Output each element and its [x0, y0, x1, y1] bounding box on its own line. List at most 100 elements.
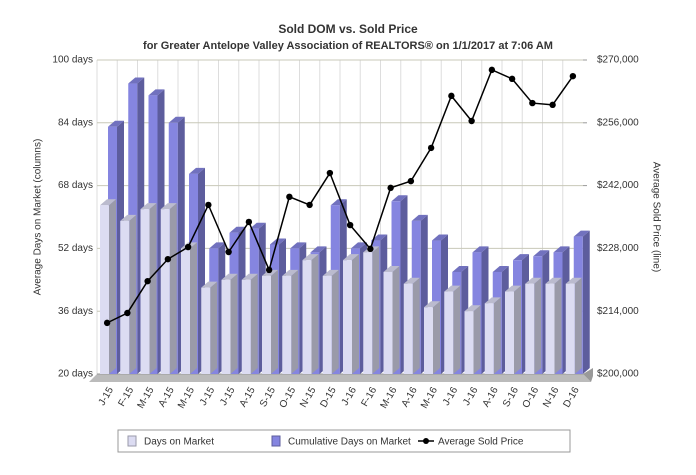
x-tick-label: F-15: [116, 385, 136, 409]
x-tick-label: M-15: [176, 385, 197, 411]
x-tick-label: J-16: [340, 385, 359, 408]
bar-top: [545, 277, 562, 284]
bar: [201, 287, 211, 374]
x-tick-label: F-16: [359, 385, 379, 409]
bar-top: [282, 269, 299, 276]
bar-top: [391, 195, 408, 202]
bar-side: [392, 265, 400, 374]
bar-top: [525, 277, 542, 284]
bar-side: [331, 269, 339, 374]
legend-swatch-dot: [423, 438, 429, 444]
bar: [282, 275, 292, 374]
bar-top: [120, 214, 137, 221]
bar-side: [271, 269, 278, 374]
x-tick-label: J-15: [198, 385, 217, 408]
x-tick-label: J-15: [218, 385, 237, 408]
bar-side: [412, 277, 420, 374]
x-tick-label: A-15: [238, 385, 258, 409]
bar-side: [250, 273, 258, 374]
bar-top: [322, 269, 339, 276]
bar-top: [351, 242, 367, 249]
bar-top: [201, 281, 218, 288]
bar-side: [169, 203, 177, 374]
price-point: [387, 184, 394, 192]
bar-side: [109, 199, 116, 374]
legend-label: Average Sold Price: [438, 437, 524, 448]
x-tick-label: O-16: [521, 385, 542, 410]
bar: [444, 291, 454, 374]
bar-top: [249, 222, 266, 229]
bar-side: [534, 277, 542, 374]
price-point: [265, 266, 273, 274]
y-tick-label: 100 days: [52, 55, 93, 66]
bar: [160, 209, 170, 374]
bar: [424, 307, 433, 374]
price-point: [245, 218, 253, 226]
bar-top: [492, 265, 509, 272]
legend-box: [117, 429, 571, 453]
bar-side: [582, 230, 590, 374]
price-point: [184, 243, 192, 251]
x-tick-label: D-15: [318, 385, 339, 410]
bar-top: [403, 277, 420, 284]
x-tick-label: J-16: [441, 385, 460, 408]
bar-top: [464, 305, 481, 312]
price-point: [205, 201, 212, 209]
bar-top: [241, 273, 258, 280]
bar: [100, 205, 109, 374]
y2-tick-label: $256,000: [597, 117, 639, 128]
price-point: [549, 101, 556, 109]
bar-top: [290, 242, 307, 249]
price-point: [529, 99, 536, 107]
price-point: [448, 92, 455, 100]
bar: [363, 252, 373, 374]
bar: [181, 248, 190, 374]
price-line: [106, 68, 574, 324]
x-tick-label: N-16: [541, 385, 562, 410]
bar-top: [128, 77, 145, 84]
bar: [505, 291, 514, 374]
bar-top: [302, 254, 319, 261]
price-point: [326, 169, 334, 177]
bar-side: [291, 269, 299, 374]
bar-side: [149, 203, 157, 374]
price-point: [407, 177, 415, 185]
price-point: [306, 201, 313, 209]
bar: [343, 260, 352, 374]
bar: [464, 311, 474, 374]
bar-side: [453, 285, 461, 374]
y-tick-label: 68 days: [58, 180, 93, 191]
bar-side: [210, 281, 218, 374]
bar-top: [168, 116, 185, 123]
bar-side: [514, 285, 521, 374]
bar-top: [533, 250, 550, 257]
bar: [302, 260, 312, 374]
price-point: [346, 221, 354, 229]
bar-side: [311, 254, 319, 374]
y2-tick-label: $242,000: [597, 180, 639, 191]
x-tick-label: N-15: [298, 385, 319, 410]
chart-title: Sold DOM vs. Sold Price: [278, 22, 418, 36]
bar-top: [432, 234, 448, 241]
x-tick-label: A-16: [481, 385, 501, 409]
bar-top: [310, 246, 327, 253]
price-point: [508, 75, 516, 83]
x-tick-label: M-15: [136, 385, 157, 411]
bar-top: [229, 226, 246, 233]
y2-axis-title: Average Sold Price (line): [650, 162, 661, 272]
price-point: [225, 248, 232, 256]
bar: [221, 279, 231, 374]
bar-top: [140, 203, 157, 210]
legend-label: Days on Market: [144, 437, 214, 448]
bar-top: [108, 120, 124, 127]
bar-top: [513, 254, 529, 261]
x-tick-label: O-15: [278, 385, 299, 410]
floor-right: [583, 368, 593, 382]
bar-top: [472, 246, 489, 253]
y-axis-title: Average Days on Market (columns): [33, 139, 44, 296]
bar: [120, 220, 130, 374]
x-tick-label: J-15: [97, 385, 116, 408]
chart-subtitle: for Greater Antelope Valley Association …: [143, 40, 553, 52]
price-point: [286, 193, 293, 201]
